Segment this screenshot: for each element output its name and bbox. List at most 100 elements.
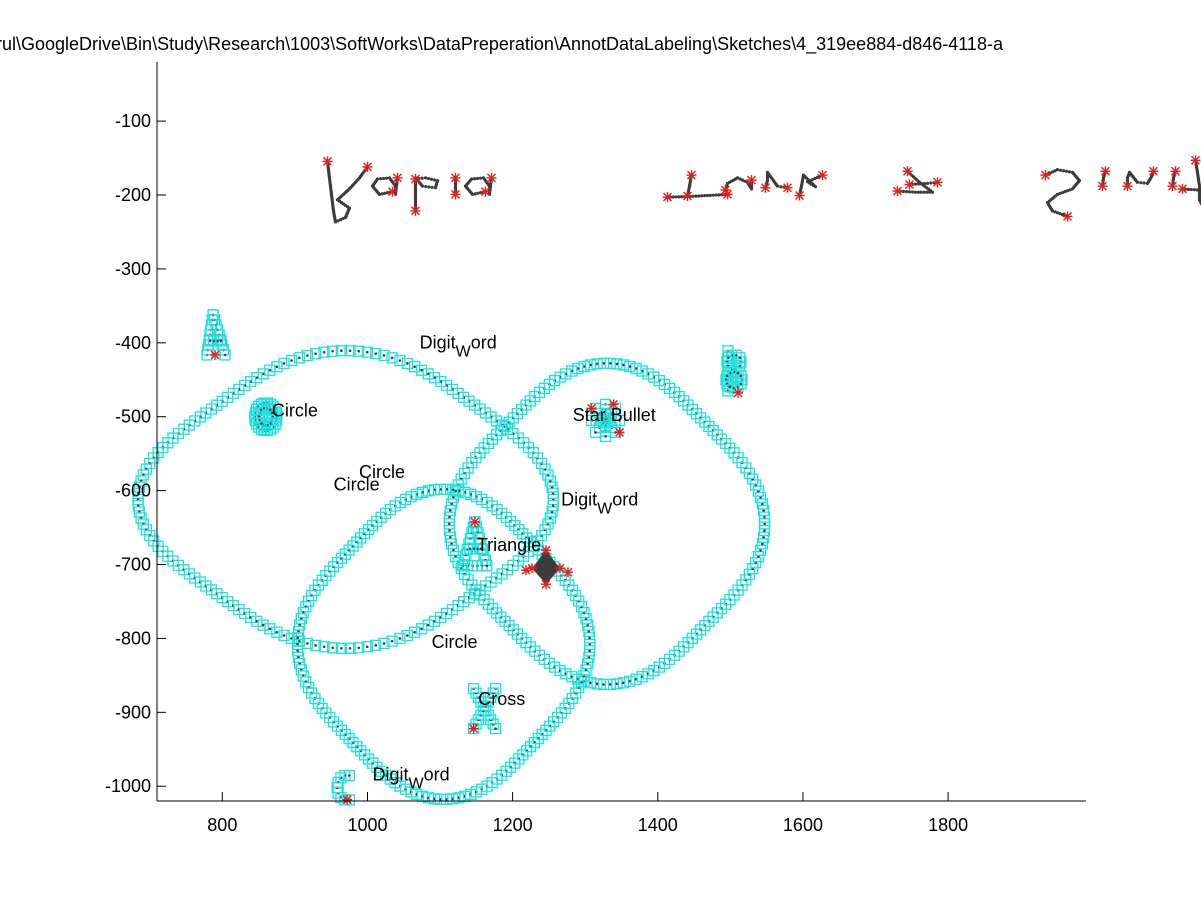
stroke-point	[261, 623, 265, 627]
shape-marker	[415, 364, 428, 376]
shape-marker	[724, 367, 736, 379]
stroke-point	[815, 175, 820, 179]
stroke-point	[298, 639, 301, 643]
shape-marker	[513, 753, 525, 765]
corner-point-ray	[342, 795, 352, 805]
shape-marker	[686, 403, 698, 416]
shape-marker	[690, 408, 703, 420]
stroke-point	[413, 630, 416, 634]
corner-point	[486, 172, 497, 183]
letter-a	[201, 309, 231, 361]
shape-marker	[499, 420, 511, 432]
shape-marker	[137, 469, 150, 481]
shape-marker	[573, 681, 585, 694]
annotation-text: Cross	[478, 689, 525, 709]
stroke-point	[595, 362, 599, 366]
shape-marker	[401, 629, 414, 642]
shape-marker	[515, 632, 528, 645]
shape-marker	[511, 408, 524, 420]
stroke-point	[1139, 181, 1143, 185]
stroke-point	[333, 220, 338, 224]
stroke-point	[759, 496, 762, 499]
shape-marker	[703, 615, 715, 628]
shape-marker	[591, 358, 603, 370]
stroke-point	[925, 190, 929, 194]
corner-point	[555, 563, 566, 574]
stroke-point	[615, 362, 619, 366]
stroke-point	[743, 179, 747, 183]
stroke-point	[711, 193, 715, 197]
shape-marker	[453, 792, 465, 804]
shape-marker	[503, 619, 515, 632]
shape-marker	[747, 473, 759, 485]
stroke-point	[208, 339, 212, 343]
shape-marker	[580, 664, 592, 676]
stroke-point	[697, 194, 701, 198]
y-tick-label: -1000	[105, 776, 151, 796]
shape-marker	[715, 433, 728, 445]
shape-marker	[455, 563, 467, 575]
shape-marker	[291, 638, 304, 650]
annotation-tail: ord	[612, 489, 638, 509]
stroke-point	[381, 176, 386, 181]
stroke-point	[426, 623, 430, 627]
shape-marker	[734, 352, 746, 364]
shape-marker	[544, 475, 556, 487]
shape-marker	[521, 532, 533, 544]
stroke-point	[216, 339, 219, 343]
stroke-point	[314, 352, 317, 355]
stroke-point	[1055, 168, 1060, 172]
shape-marker	[756, 538, 769, 550]
shape-marker	[711, 607, 723, 619]
stroke-point	[426, 372, 430, 376]
shape-marker	[351, 741, 363, 753]
stroke-point	[919, 182, 924, 186]
corner-point-ray	[1167, 181, 1177, 191]
stroke-point	[1055, 211, 1060, 215]
stroke-point	[1058, 168, 1063, 172]
shape-marker	[735, 370, 747, 382]
stroke-point	[296, 636, 300, 640]
shape-marker	[422, 792, 435, 804]
shape-marker	[408, 361, 421, 373]
shape-marker	[137, 518, 150, 530]
stroke-point	[448, 515, 451, 519]
annotation-tail: ord	[424, 764, 450, 784]
stroke-point	[306, 642, 309, 645]
shape-marker	[285, 632, 298, 645]
stroke-point	[761, 502, 764, 506]
stroke-point	[296, 649, 300, 653]
shape-marker	[524, 536, 537, 548]
stroke-point	[383, 191, 387, 195]
stroke-point	[922, 181, 927, 186]
stroke-point	[468, 547, 472, 551]
stroke-point	[808, 179, 812, 183]
annotation-label: Circle	[272, 401, 318, 421]
y-tick-label: -300	[115, 259, 151, 279]
stroke-point	[1064, 169, 1069, 173]
shape-marker	[540, 724, 552, 736]
shape-marker	[504, 515, 517, 528]
shape-marker	[747, 563, 759, 575]
handwriting-strokes	[322, 155, 1201, 224]
shape-marker	[560, 668, 572, 680]
stroke-point	[618, 419, 621, 422]
shape-marker	[624, 360, 636, 373]
stroke-point	[586, 662, 589, 665]
corner-point	[468, 723, 479, 734]
stroke-point	[406, 634, 409, 637]
shape-marker	[428, 484, 441, 496]
annotation-text: Circle	[272, 401, 318, 421]
stroke-point	[779, 185, 783, 189]
stroke-point	[366, 645, 369, 649]
handwriting-stroke	[892, 166, 935, 197]
circle-bottom	[291, 483, 596, 806]
shape-marker	[362, 753, 375, 765]
shape-marker	[598, 678, 610, 691]
shape-marker	[335, 345, 348, 357]
shape-marker	[752, 550, 765, 563]
corner-point-ray	[720, 185, 730, 195]
stroke-point	[1051, 170, 1055, 174]
stroke-point	[450, 502, 453, 506]
shape-marker	[517, 528, 529, 540]
